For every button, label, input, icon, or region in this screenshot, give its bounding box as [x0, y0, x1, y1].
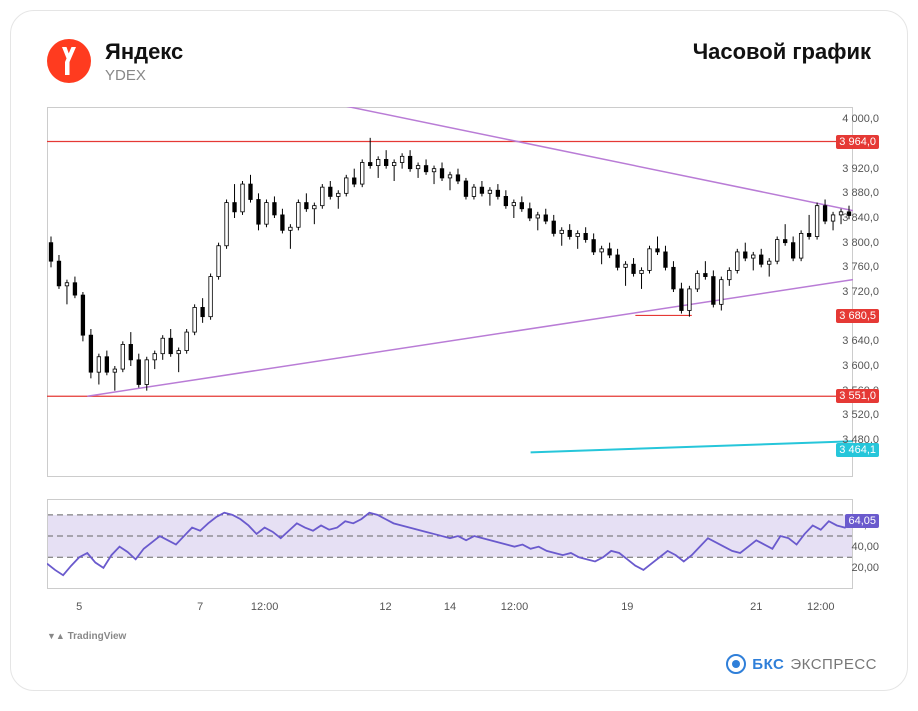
x-tick-label: 12:00: [501, 601, 529, 613]
price-chart[interactable]: [47, 107, 853, 477]
card-header: Яндекс YDEX Часовой график: [11, 11, 907, 98]
chart-card: Яндекс YDEX Часовой график 3 480,03 520,…: [10, 10, 908, 691]
y-tick-label: 3 720,0: [842, 286, 879, 298]
express-text: ЭКСПРЕСС: [790, 656, 877, 673]
bks-text: БКС: [752, 656, 784, 673]
y-tick-label: 3 920,0: [842, 163, 879, 175]
x-tick-label: 7: [197, 601, 203, 613]
x-tick-label: 5: [76, 601, 82, 613]
oscillator-value-tag: 64,05: [845, 514, 879, 528]
x-tick-label: 12:00: [251, 601, 279, 613]
y-tick-label: 3 640,0: [842, 335, 879, 347]
x-tick-label: 12:00: [807, 601, 835, 613]
y-tick-label: 4 000,0: [842, 113, 879, 125]
tradingview-credit: ▼▲ TradingView: [47, 631, 126, 642]
y-tick-label: 3 760,0: [842, 261, 879, 273]
oscillator-y-labels: 20,0040,0060,0064,05: [831, 499, 881, 589]
title-block: Яндекс YDEX: [105, 39, 693, 84]
price-level-tag: 3 464,1: [836, 443, 879, 457]
x-tick-label: 19: [621, 601, 633, 613]
x-axis-labels: 5712:00121412:00192112:00: [47, 597, 831, 621]
x-tick-label: 21: [750, 601, 762, 613]
y-tick-label: 3 840,0: [842, 212, 879, 224]
y-axis-labels: 3 480,03 520,03 560,03 600,03 640,03 680…: [831, 107, 881, 477]
oscillator-chart[interactable]: [47, 499, 853, 589]
company-name: Яндекс: [105, 39, 693, 65]
y-tick-label: 3 800,0: [842, 237, 879, 249]
yandex-logo-icon: [47, 39, 91, 83]
chart-area: 3 480,03 520,03 560,03 600,03 640,03 680…: [47, 107, 881, 630]
chart-type-label: Часовой график: [693, 39, 871, 65]
price-level-tag: 3 964,0: [836, 135, 879, 149]
oscillator-y-tick: 40,00: [851, 541, 879, 553]
x-tick-label: 14: [444, 601, 456, 613]
bks-logo-icon: [726, 654, 746, 674]
y-tick-label: 3 520,0: [842, 409, 879, 421]
y-tick-label: 3 600,0: [842, 360, 879, 372]
ticker-symbol: YDEX: [105, 67, 693, 84]
price-level-tag: 3 680,5: [836, 309, 879, 323]
x-tick-label: 12: [379, 601, 391, 613]
oscillator-y-tick: 20,00: [851, 562, 879, 574]
y-tick-label: 3 880,0: [842, 187, 879, 199]
bks-express-logo: БКС ЭКСПРЕСС: [726, 654, 877, 674]
price-level-tag: 3 551,0: [836, 389, 879, 403]
